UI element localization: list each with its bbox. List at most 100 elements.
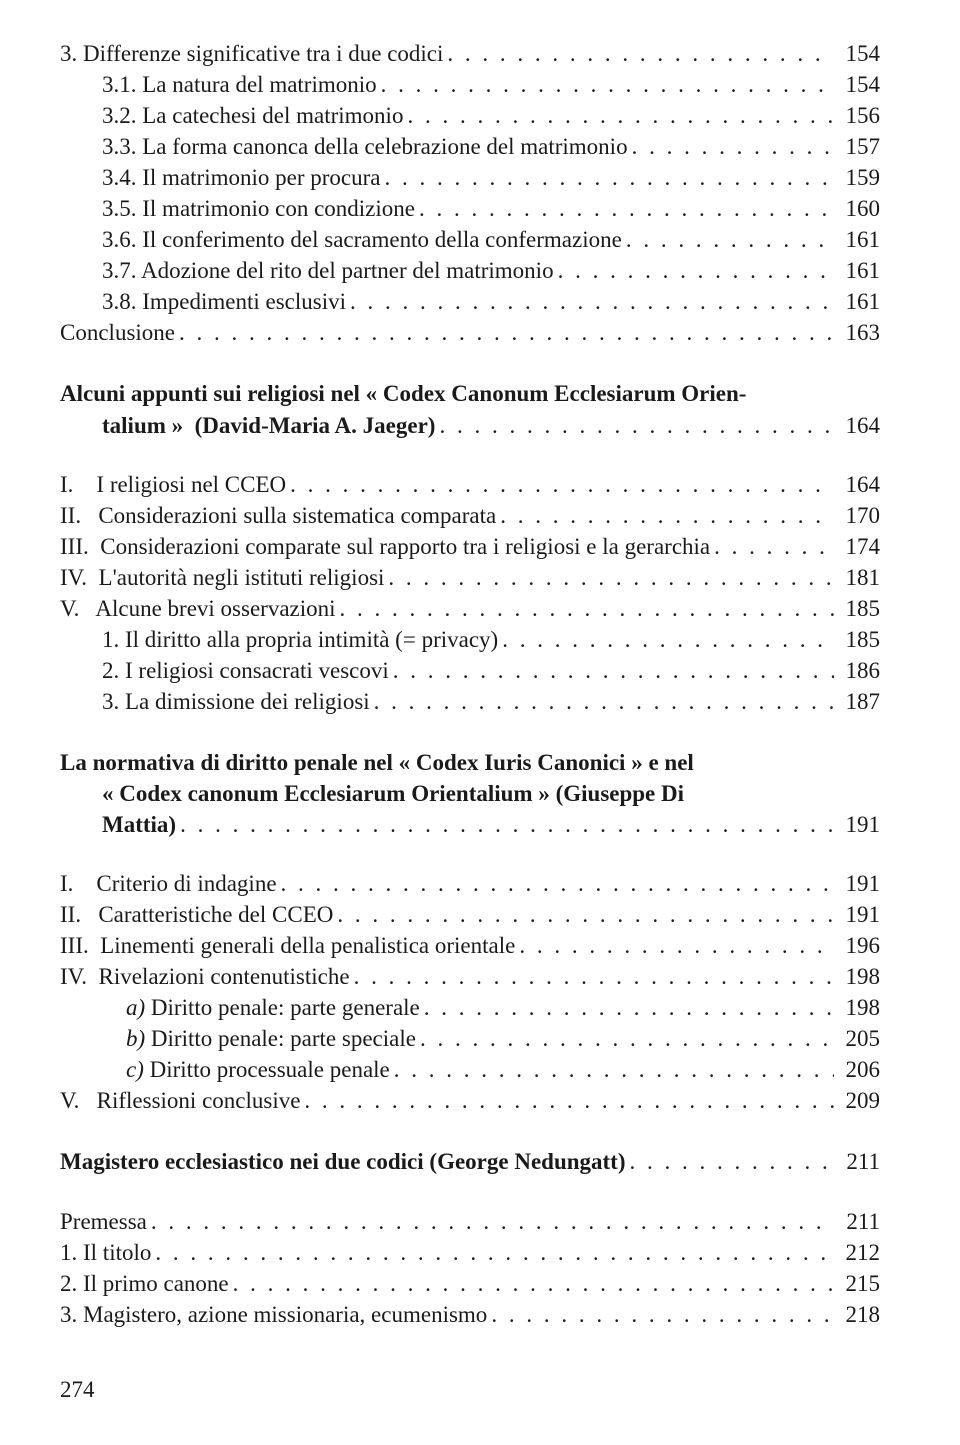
toc-entry-page: 154 xyxy=(834,38,880,69)
toc-entry-page: 161 xyxy=(834,224,880,255)
toc-entry: Conclusione 163 xyxy=(60,317,880,348)
dot-leader xyxy=(710,531,834,562)
toc-entry-label: 3. Differenze significative tra i due co… xyxy=(60,38,443,69)
dot-leader xyxy=(420,992,834,1023)
toc-entry-label: 2. I religiosi consacrati vescovi xyxy=(102,655,389,686)
dot-leader xyxy=(176,809,834,840)
toc-entry: I. I religiosi nel CCEO164 xyxy=(60,469,880,500)
toc-entry-label: 1. Il diritto alla propria intimità (= p… xyxy=(102,624,498,655)
toc-entry-page: 186 xyxy=(834,655,880,686)
dot-leader xyxy=(300,1085,834,1116)
dot-leader xyxy=(377,69,834,100)
dot-leader xyxy=(286,469,834,500)
toc-entry-label: 3.4. Il matrimonio per procura xyxy=(102,162,380,193)
toc-entry-label: 3.2. La catechesi del matrimonio xyxy=(102,100,403,131)
toc-entry-label: 3.5. Il matrimonio con condizione xyxy=(102,193,415,224)
dot-leader xyxy=(350,961,834,992)
toc-entry-page: 191 xyxy=(834,809,880,840)
section-heading-line: Alcuni appunti sui religiosi nel « Codex… xyxy=(60,378,880,409)
toc-entry-page: 206 xyxy=(834,1054,880,1085)
dot-leader xyxy=(496,500,834,531)
toc-entry: I. Criterio di indagine191 xyxy=(60,868,880,899)
toc-entry: c) Diritto processuale penale206 xyxy=(60,1054,880,1085)
toc-entry-page: 170 xyxy=(834,500,880,531)
toc-entry-label: III. Linementi generali della penalistic… xyxy=(60,930,515,961)
dot-leader xyxy=(403,100,834,131)
toc-entry-page: 211 xyxy=(834,1206,880,1237)
toc-entry: IV. Rivelazioni contenutistiche198 xyxy=(60,961,880,992)
toc-entry-label: Magistero ecclesiastico nei due codici (… xyxy=(60,1146,626,1177)
toc-entry-label: Conclusione xyxy=(60,317,175,348)
toc-entry-label: 3.8. Impedimenti esclusivi xyxy=(102,286,346,317)
toc-entry-label: 3.3. La forma canonca della celebrazione… xyxy=(102,131,628,162)
toc-entry: 3.7. Adozione del rito del partner del m… xyxy=(60,255,880,286)
toc-entry-page: 161 xyxy=(834,286,880,317)
dot-leader xyxy=(554,255,834,286)
dot-leader xyxy=(333,899,834,930)
toc-entry-label: 3.1. La natura del matrimonio xyxy=(102,69,377,100)
toc-entry-label: 3.6. Il conferimento del sacramento dell… xyxy=(102,224,622,255)
dot-leader xyxy=(415,193,834,224)
toc-entry: V. Alcune brevi osservazioni 185 xyxy=(60,593,880,624)
toc-entry-label: II. Considerazioni sulla sistematica com… xyxy=(60,500,496,531)
dot-leader xyxy=(151,1237,834,1268)
dot-leader xyxy=(416,1023,834,1054)
toc-entry: Premessa 211 xyxy=(60,1206,880,1237)
toc-entry: 1. Il titolo 212 xyxy=(60,1237,880,1268)
toc-entry-page: 196 xyxy=(834,930,880,961)
dot-leader xyxy=(389,655,834,686)
toc-entry-label: IV. Rivelazioni contenutistiche xyxy=(60,961,350,992)
dot-leader xyxy=(390,1054,834,1085)
toc-entry-page: 209 xyxy=(834,1085,880,1116)
toc-entry-page: 185 xyxy=(834,593,880,624)
toc-entry-page: 215 xyxy=(834,1268,880,1299)
dot-leader xyxy=(487,1299,834,1330)
toc-entry-label: V. Alcune brevi osservazioni xyxy=(60,593,336,624)
dot-leader xyxy=(384,562,834,593)
toc-entry-page: 212 xyxy=(834,1237,880,1268)
toc-entry-label: a) Diritto penale: parte generale xyxy=(126,992,420,1023)
toc-entry: 3.2. La catechesi del matrimonio156 xyxy=(60,100,880,131)
section-heading-line: Mattia) xyxy=(102,809,176,840)
toc-entry-page: 218 xyxy=(834,1299,880,1330)
section-heading-line: talium » (David-Maria A. Jaeger) xyxy=(102,410,435,441)
toc-entry: 3. Differenze significative tra i due co… xyxy=(60,38,880,69)
toc-entry-label: IV. L'autorità negli istituti religiosi xyxy=(60,562,384,593)
dot-leader xyxy=(175,317,834,348)
toc-entry-page: 161 xyxy=(834,255,880,286)
toc-entry-label: 1. Il titolo xyxy=(60,1237,151,1268)
toc-entry-page: 164 xyxy=(834,410,880,441)
toc-entry: 3.3. La forma canonca della celebrazione… xyxy=(60,131,880,162)
dot-leader xyxy=(346,286,834,317)
toc-entry-label: b) Diritto penale: parte speciale xyxy=(126,1023,416,1054)
section-heading-line: « Codex canonum Ecclesiarum Orientalium … xyxy=(60,778,880,809)
toc-entry-page: 198 xyxy=(834,992,880,1023)
section-heading: Alcuni appunti sui religiosi nel « Codex… xyxy=(60,378,880,440)
toc-entry-label: V. Riflessioni conclusive xyxy=(60,1085,300,1116)
dot-leader xyxy=(229,1268,834,1299)
toc-entry: 3.5. Il matrimonio con condizione160 xyxy=(60,193,880,224)
toc-entry-label: 3. Magistero, azione missionaria, ecumen… xyxy=(60,1299,487,1330)
dot-leader xyxy=(626,1146,835,1177)
toc-entry-label: Premessa xyxy=(60,1206,147,1237)
toc-entry-page: 205 xyxy=(834,1023,880,1054)
toc-entry: 3.6. Il conferimento del sacramento dell… xyxy=(60,224,880,255)
dot-leader xyxy=(622,224,834,255)
toc-entry-page: 187 xyxy=(834,686,880,717)
toc-entry: a) Diritto penale: parte generale 198 xyxy=(60,992,880,1023)
toc-entry: 3.1. La natura del matrimonio154 xyxy=(60,69,880,100)
toc-entry-page: 163 xyxy=(834,317,880,348)
table-of-contents: 3. Differenze significative tra i due co… xyxy=(60,38,880,1330)
dot-leader xyxy=(336,593,834,624)
dot-leader xyxy=(443,38,834,69)
dot-leader xyxy=(370,686,834,717)
toc-entry-page: 191 xyxy=(834,868,880,899)
dot-leader xyxy=(515,930,834,961)
toc-entry-page: 211 xyxy=(834,1146,880,1177)
toc-entry-page: 181 xyxy=(834,562,880,593)
toc-entry: II. Considerazioni sulla sistematica com… xyxy=(60,500,880,531)
section-heading: La normativa di diritto penale nel « Cod… xyxy=(60,747,880,840)
toc-entry: 3. Magistero, azione missionaria, ecumen… xyxy=(60,1299,880,1330)
toc-entry: b) Diritto penale: parte speciale 205 xyxy=(60,1023,880,1054)
toc-entry-page: 159 xyxy=(834,162,880,193)
